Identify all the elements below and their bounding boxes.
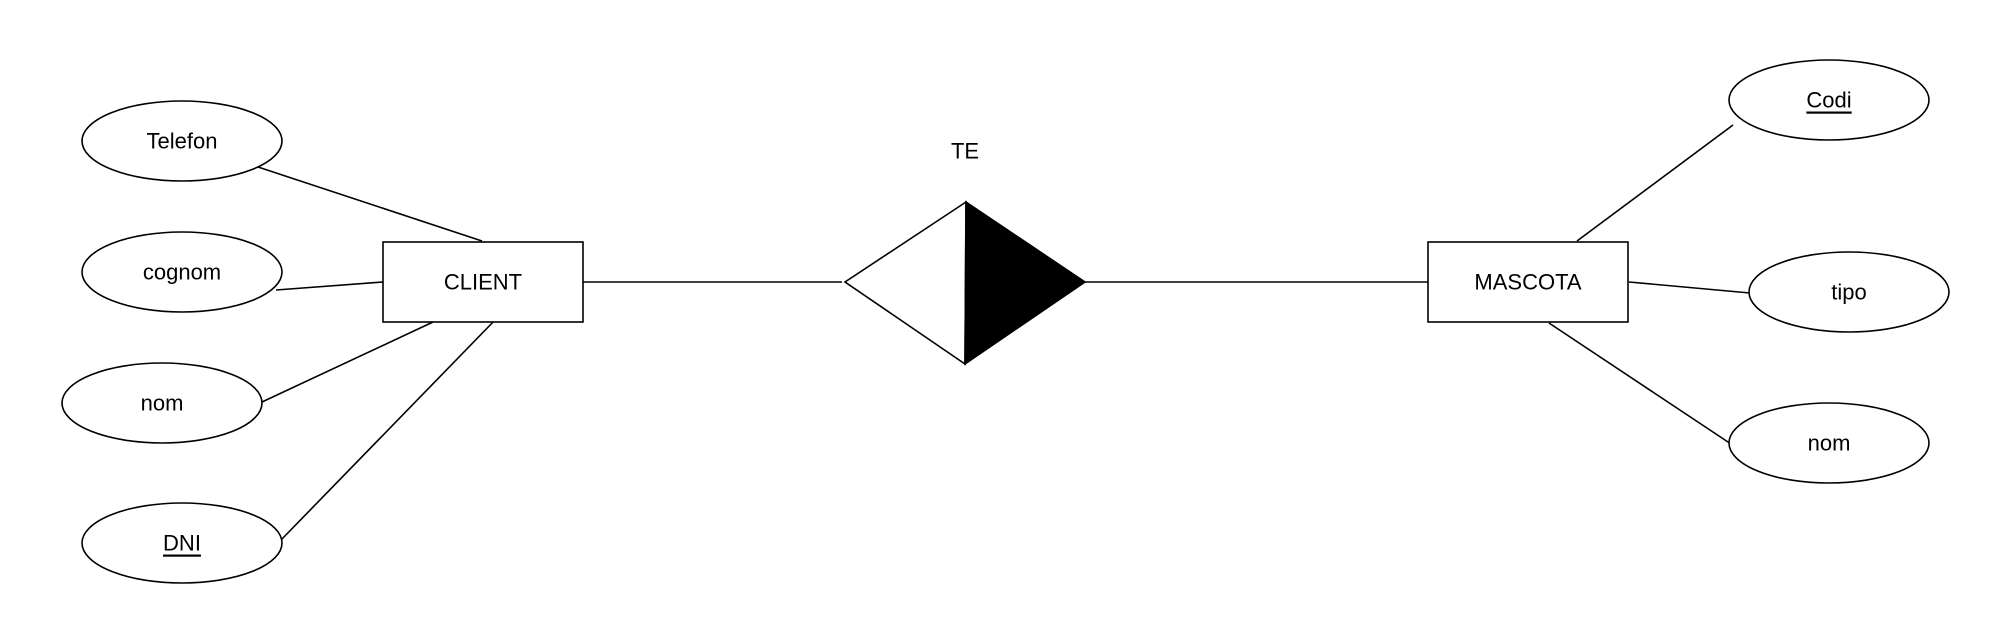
connector-client-cognom <box>275 281 384 291</box>
connector-client-nom <box>261 321 434 403</box>
connector-mascota-codi <box>1576 124 1734 242</box>
attribute-ellipse <box>1748 251 1950 333</box>
attribute-tipo[interactable]: tipo <box>1748 251 1950 333</box>
entity-label: CLIENT <box>444 270 522 295</box>
attribute-label: cognom <box>143 260 221 285</box>
attribute-ellipse <box>81 231 283 313</box>
attribute-telefon[interactable]: Telefon <box>81 100 283 182</box>
attribute-client-nom[interactable]: nom <box>61 362 263 444</box>
entity-mascota[interactable]: MASCOTA <box>1427 241 1629 323</box>
connector-client-telefon <box>257 166 483 242</box>
attribute-label: nom <box>1808 431 1851 456</box>
entity-box <box>382 241 584 323</box>
key-attribute-label: DNI <box>163 531 201 556</box>
attribute-label: tipo <box>1831 280 1866 305</box>
attribute-label: nom <box>141 391 184 416</box>
relationship-diamond-right-filled <box>964 200 1087 366</box>
entity-client[interactable]: CLIENT <box>382 241 584 323</box>
relationship-diamond-left <box>843 200 967 366</box>
attribute-ellipse <box>81 100 283 182</box>
connector-mascota-nom <box>1548 322 1732 445</box>
attribute-dni[interactable]: DNI <box>81 502 283 584</box>
attribute-codi[interactable]: Codi <box>1728 59 1930 141</box>
connector-mascota-tipo <box>1628 281 1751 294</box>
attribute-ellipse <box>1728 59 1930 141</box>
attribute-mascota-nom[interactable]: nom <box>1728 402 1930 484</box>
attribute-ellipse <box>81 502 283 584</box>
relationship-label: TE <box>951 139 979 164</box>
connector-client-dni <box>280 317 498 541</box>
entity-label: MASCOTA <box>1474 270 1581 295</box>
attribute-ellipse <box>1728 402 1930 484</box>
attribute-ellipse <box>61 362 263 444</box>
relationship-te[interactable]: TE <box>843 139 1087 366</box>
entity-box <box>1427 241 1629 323</box>
key-attribute-label: Codi <box>1806 88 1851 113</box>
attribute-cognom[interactable]: cognom <box>81 231 283 313</box>
attribute-label: Telefon <box>147 129 218 154</box>
